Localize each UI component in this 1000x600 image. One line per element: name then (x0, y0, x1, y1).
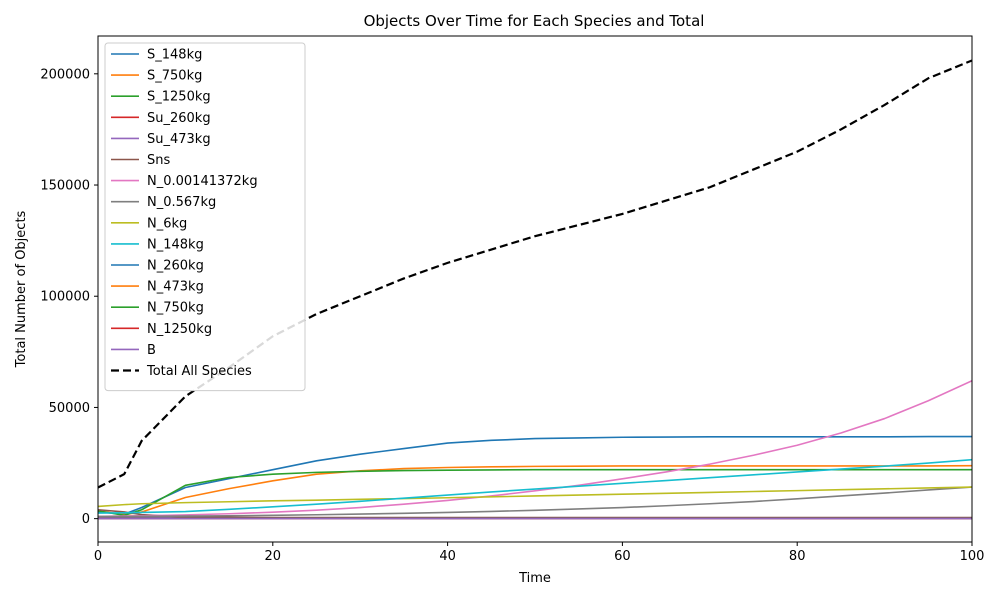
plot-frame (97, 35, 973, 543)
legend-entry-label: Total All Species (146, 364, 252, 379)
legend-entry-label: Su_473kg (147, 132, 211, 147)
legend-entry-label: N_260kg (147, 259, 204, 274)
series-line-15 (98, 59, 972, 489)
y-tick-label: 150000 (40, 179, 90, 194)
x-axis-label: Time (518, 571, 551, 586)
series-line-1 (98, 464, 972, 516)
legend-entry-label: S_1250kg (147, 90, 211, 105)
legend-box (104, 42, 306, 392)
y-tick-label: 100000 (40, 290, 90, 305)
legend-entry-label: N_1250kg (147, 322, 212, 337)
series-line-9 (98, 458, 972, 514)
legend-entry-label: Su_260kg (147, 111, 211, 126)
legend-entry-label: S_148kg (147, 48, 202, 63)
legend-entry-label: N_148kg (147, 237, 204, 252)
legend-entry-label: B (147, 343, 156, 358)
y-tick-label: 200000 (40, 67, 90, 82)
legend-entry-label: N_0.00141372kg (147, 174, 258, 189)
x-tick-label: 100 (960, 549, 985, 564)
series-layer (98, 59, 972, 520)
legend-entry-label: Sns (147, 153, 170, 168)
x-tick-label: 0 (94, 549, 102, 564)
y-tick-label: 50000 (49, 401, 90, 416)
legend: S_148kg S_750kg S_1250kg Su_260kg Su_473kg Sn… (104, 42, 306, 392)
y-axis: 0 50000 100000 150000 200000 (40, 67, 98, 527)
legend-entry-label: N_6kg (147, 216, 187, 231)
chart-title: Objects Over Time for Each Species and T… (364, 12, 705, 30)
y-axis-label: Total Number of Objects (14, 210, 29, 368)
series-line-6 (98, 380, 972, 518)
series-line-0 (98, 435, 972, 516)
legend-entry-label: N_473kg (147, 280, 204, 295)
series-line-8 (98, 486, 972, 508)
legend-entry-label: N_750kg (147, 301, 204, 316)
x-tick-label: 40 (439, 549, 456, 564)
legend-entry-label: S_750kg (147, 69, 202, 84)
x-tick-label: 20 (265, 549, 282, 564)
x-tick-label: 60 (614, 549, 631, 564)
x-axis: 0 20 40 60 80 100 (94, 542, 985, 564)
series-line-2 (98, 468, 972, 517)
legend-entry-label: N_0.567kg (147, 195, 216, 210)
y-tick-label: 0 (82, 512, 90, 527)
x-tick-label: 80 (789, 549, 806, 564)
series-line-7 (98, 486, 972, 518)
